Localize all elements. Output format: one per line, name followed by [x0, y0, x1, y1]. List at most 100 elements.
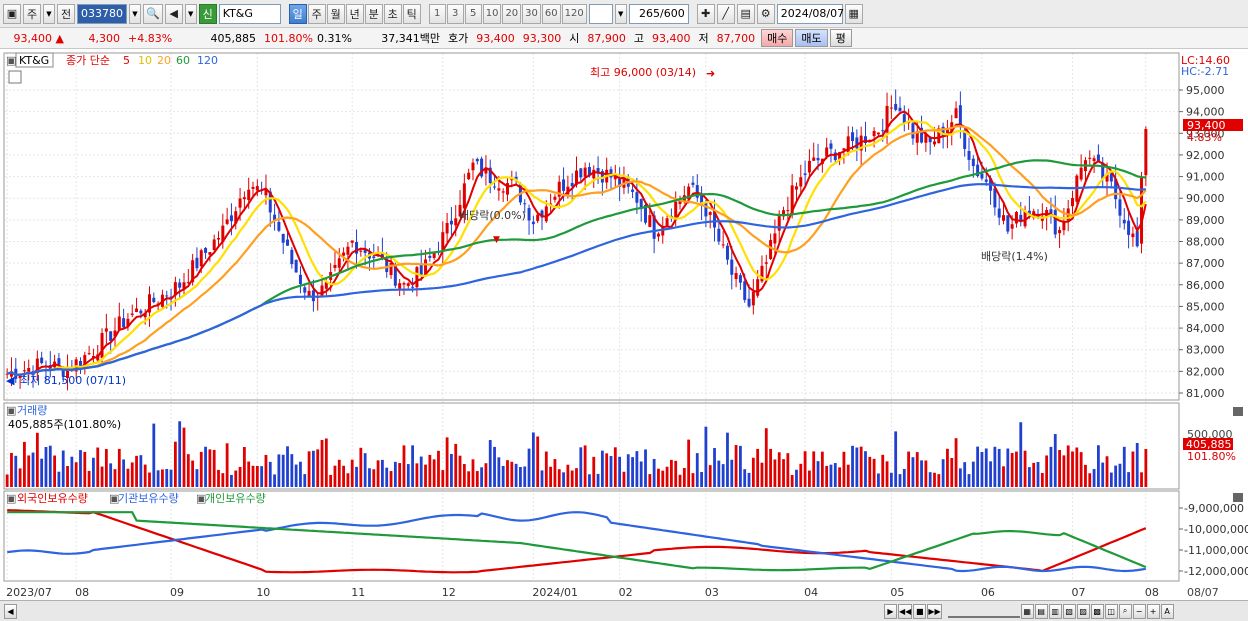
crosshair-icon[interactable]: ✚	[696, 3, 715, 24]
volume-bar	[734, 445, 738, 487]
sell-button[interactable]: 매도	[795, 29, 828, 47]
calendar-icon[interactable]: ▦	[844, 3, 863, 24]
period-tab[interactable]: 주	[307, 3, 326, 24]
volume-bar	[506, 460, 509, 487]
candle-body	[303, 287, 307, 293]
speaker-icon[interactable]: ◀	[164, 3, 183, 24]
eval-button[interactable]: 평	[829, 29, 852, 47]
panel-close-icon[interactable]	[1233, 407, 1243, 416]
stock-chart[interactable]: 95,00094,00093,00092,00091,00090,00089,0…	[0, 49, 1248, 600]
interval-tab[interactable]: 30	[522, 3, 541, 24]
font-size-icon[interactable]: A	[1160, 603, 1174, 619]
holding-y-tick-label: -9,000,000	[1184, 502, 1244, 515]
scroll-right-icon[interactable]: ▶	[884, 603, 897, 619]
chevron-down-icon[interactable]: ▼	[43, 3, 55, 24]
volume-bar	[915, 452, 919, 487]
volume-bar	[920, 460, 923, 487]
chevron-down-icon[interactable]: ▼	[614, 3, 627, 24]
volume-bar	[851, 445, 854, 487]
scroll-left-icon[interactable]: ◀	[4, 603, 17, 619]
date-input[interactable]: 2024/08/07	[776, 3, 844, 24]
scroll-bar[interactable]: ◀ ▶ ◀◀ ■ ▶▶ ▦ ▤ ▥ ▧ ▨ ▩ ◫ ⌕ − + A	[0, 600, 1248, 621]
interval-custom-input[interactable]	[588, 3, 613, 24]
period-tab[interactable]: 분	[364, 3, 383, 24]
interval-tab[interactable]: 5	[464, 3, 482, 24]
period-tab[interactable]: 틱	[402, 3, 421, 24]
volume-bar	[195, 469, 199, 487]
volume-bar	[484, 463, 488, 487]
candle-body	[173, 282, 177, 296]
candle-body	[251, 186, 255, 189]
panel-menu-icon[interactable]: ▣	[109, 492, 119, 505]
volume-bar	[872, 458, 876, 487]
market-select[interactable]: 주	[23, 3, 41, 24]
chart-type-icon[interactable]: ▩	[1090, 603, 1104, 619]
search-icon[interactable]: ⌕	[1118, 603, 1132, 619]
interval-tab[interactable]: 20	[502, 3, 522, 24]
zoom-in-icon[interactable]: +	[1146, 603, 1160, 619]
current-price: 93,400 ▲	[13, 31, 64, 45]
forward-icon[interactable]: ▶▶	[927, 603, 942, 619]
panel-menu-icon[interactable]: ▣	[6, 404, 16, 417]
volume-bar	[286, 446, 289, 487]
candle-body	[212, 239, 216, 251]
volume-bar	[324, 438, 328, 487]
candle-body	[920, 127, 924, 143]
period-tab[interactable]: 초	[383, 3, 402, 24]
interval-tab[interactable]: 3	[446, 3, 464, 24]
chevron-down-icon[interactable]: ▼	[184, 3, 197, 24]
scroll-track[interactable]	[17, 605, 883, 618]
panel-menu-icon[interactable]: ▣	[6, 54, 16, 67]
chart-type-icon[interactable]: ▦	[1020, 603, 1034, 619]
volume-bar	[415, 463, 419, 487]
count-field[interactable]: 265/600	[628, 3, 689, 24]
period-tab[interactable]: 월	[326, 3, 345, 24]
panel-menu-icon[interactable]: ▣	[196, 492, 206, 505]
save-icon[interactable]: ▤	[736, 3, 755, 24]
volume-bar	[514, 463, 518, 487]
panel-menu-icon[interactable]: ▣	[6, 492, 16, 505]
zoom-out-icon[interactable]: −	[1132, 603, 1146, 619]
volume-bar	[1135, 443, 1139, 487]
candle-body	[229, 215, 233, 222]
prev-button[interactable]: 전	[57, 3, 75, 24]
turnover-rate: 0.31%	[317, 31, 352, 45]
candle-body	[122, 318, 126, 328]
chevron-down-icon[interactable]: ▼	[129, 3, 141, 24]
volume-bar	[61, 450, 65, 487]
search-icon[interactable]: 🔍	[143, 3, 163, 24]
period-tab[interactable]: 일	[288, 3, 307, 24]
panel-close-icon[interactable]	[1233, 493, 1243, 502]
volume-bar	[540, 470, 544, 487]
chart-type-icon[interactable]: ▧	[1062, 603, 1076, 619]
chart-type-icon[interactable]: ◫	[1104, 603, 1118, 619]
volume-bar	[730, 459, 734, 487]
chart-type-icon[interactable]: ▥	[1048, 603, 1062, 619]
candle-body	[937, 128, 941, 144]
window-icon[interactable]: ▣	[3, 3, 21, 24]
volume-title: 거래량	[17, 404, 47, 417]
buy-button[interactable]: 매수	[761, 29, 794, 47]
volume-bar	[816, 461, 820, 487]
candle-body	[583, 167, 587, 177]
stop-icon[interactable]: ■	[913, 603, 927, 619]
volume-bar	[337, 459, 341, 487]
period-tab[interactable]: 년	[345, 3, 364, 24]
chart-type-icon[interactable]: ▤	[1034, 603, 1048, 619]
y-tick-label: 95,000	[1186, 84, 1225, 97]
rewind-icon[interactable]: ◀◀	[898, 603, 913, 619]
interval-tab[interactable]: 60	[541, 3, 561, 24]
stock-code-input[interactable]: 033780	[77, 3, 127, 24]
candle-body	[1131, 233, 1135, 238]
gear-icon[interactable]: ⚙	[756, 3, 775, 24]
draw-tool-icon[interactable]: ╱	[716, 3, 735, 24]
stock-name-field[interactable]: KT&G	[218, 3, 281, 24]
zoom-slider[interactable]	[947, 605, 1020, 618]
chart-type-icon[interactable]: ▨	[1076, 603, 1090, 619]
interval-tab[interactable]: 120	[561, 3, 587, 24]
interval-tab[interactable]: 1	[428, 3, 446, 24]
interval-tab[interactable]: 10	[482, 3, 502, 24]
volume-bar	[803, 451, 807, 487]
volume-bar	[1079, 452, 1083, 487]
panel-table-icon[interactable]	[8, 70, 22, 84]
